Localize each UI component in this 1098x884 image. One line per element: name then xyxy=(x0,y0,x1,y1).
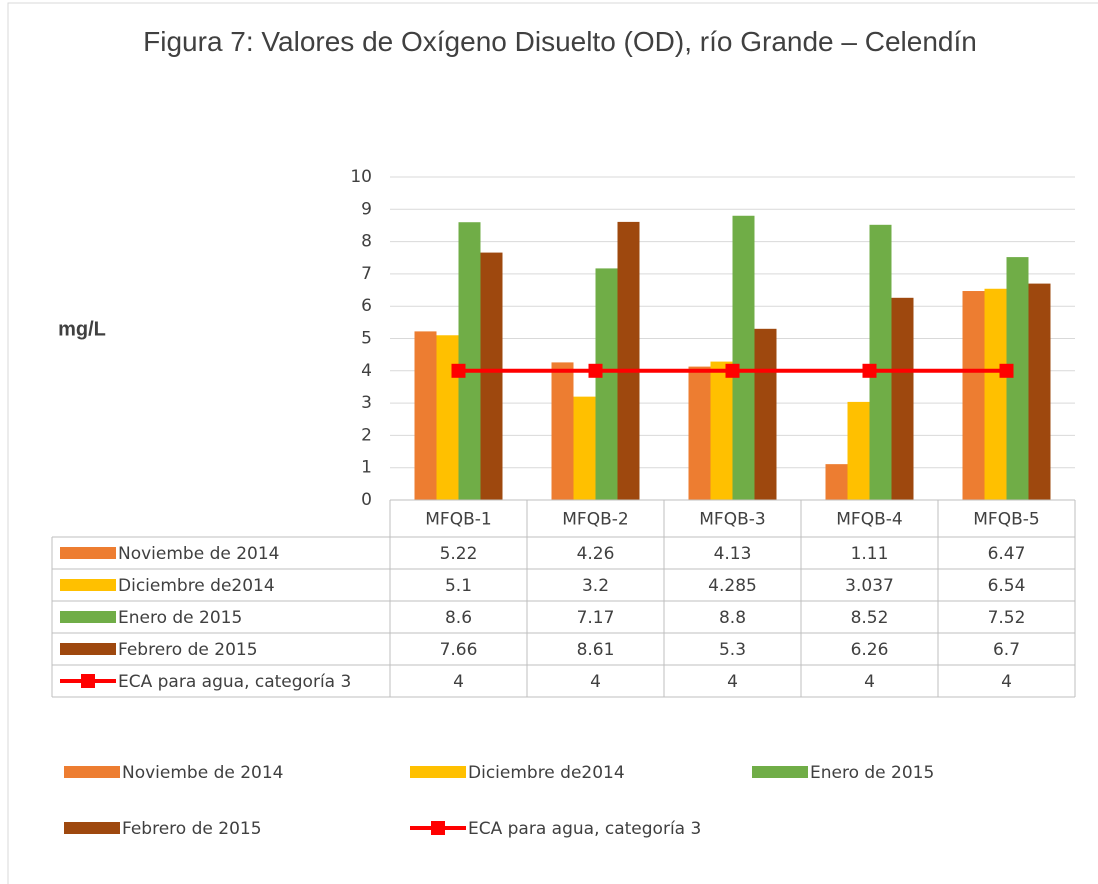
y-tick-label: 0 xyxy=(361,490,372,510)
chart-title: Figura 7: Valores de Oxígeno Disuelto (O… xyxy=(143,26,977,57)
table-row-label: Noviembe de 2014 xyxy=(118,544,280,564)
y-axis-label: mg/L xyxy=(58,318,106,340)
table-cell: 8.61 xyxy=(577,640,615,660)
legend-key xyxy=(410,766,466,778)
table-cell: 8.6 xyxy=(445,608,472,628)
x-tick-label: MFQB-5 xyxy=(973,510,1039,530)
table-cell: 4 xyxy=(727,672,738,692)
legend-label: Noviembe de 2014 xyxy=(122,763,284,783)
table-cell: 4 xyxy=(1001,672,1012,692)
bar xyxy=(984,288,1007,500)
y-tick-label: 7 xyxy=(361,264,372,284)
table-cell: 6.47 xyxy=(988,544,1026,564)
line-marker xyxy=(862,363,877,378)
legend-key xyxy=(64,766,120,778)
bar xyxy=(551,362,574,500)
chart-border xyxy=(7,2,1098,884)
table-cell: 4.13 xyxy=(714,544,752,564)
legend-label: ECA para agua, categoría 3 xyxy=(468,819,701,839)
legend-key xyxy=(81,674,95,688)
table-cell: 1.11 xyxy=(851,544,889,564)
x-tick-label: MFQB-2 xyxy=(562,510,628,530)
bar xyxy=(1006,257,1029,500)
table-row-label: ECA para agua, categoría 3 xyxy=(118,672,351,692)
legend-key xyxy=(60,611,116,623)
legend-label: Enero de 2015 xyxy=(810,763,934,783)
y-tick-label: 5 xyxy=(361,329,372,349)
x-tick-label: MFQB-4 xyxy=(836,510,902,530)
legend-key xyxy=(60,547,116,559)
bar xyxy=(754,328,777,500)
line-marker xyxy=(451,363,466,378)
bar xyxy=(891,297,914,500)
bar xyxy=(847,401,870,500)
bar xyxy=(595,268,618,500)
bar xyxy=(414,331,437,500)
legend-key xyxy=(64,822,120,834)
table-cell: 3.2 xyxy=(582,576,609,596)
legend-key xyxy=(752,766,808,778)
y-tick-label: 2 xyxy=(361,425,372,445)
line-marker xyxy=(999,363,1014,378)
x-tick-label: MFQB-3 xyxy=(699,510,765,530)
bar xyxy=(436,335,459,500)
y-tick-label: 9 xyxy=(361,199,372,219)
legend-key xyxy=(60,643,116,655)
bar xyxy=(1028,283,1051,500)
legend-key xyxy=(431,821,445,835)
table-cell: 4 xyxy=(864,672,875,692)
bar xyxy=(688,366,711,500)
table-row-label: Enero de 2015 xyxy=(118,608,242,628)
table-cell: 5.22 xyxy=(440,544,478,564)
table-cell: 8.52 xyxy=(851,608,889,628)
table-row-label: Febrero de 2015 xyxy=(118,640,258,660)
table-cell: 7.52 xyxy=(988,608,1026,628)
table-cell: 6.26 xyxy=(851,640,889,660)
table-cell: 7.17 xyxy=(577,608,615,628)
table-cell: 4 xyxy=(453,672,464,692)
table-cell: 3.037 xyxy=(845,576,894,596)
table-cell: 4.285 xyxy=(708,576,757,596)
bar xyxy=(458,222,481,500)
bar xyxy=(732,215,755,500)
table-cell: 7.66 xyxy=(440,640,478,660)
table-cell: 5.3 xyxy=(719,640,746,660)
table-cell: 4 xyxy=(590,672,601,692)
bar xyxy=(617,221,640,500)
line-marker xyxy=(725,363,740,378)
bar xyxy=(480,252,503,500)
legend-label: Diciembre de2014 xyxy=(468,763,625,783)
y-tick-label: 6 xyxy=(361,296,372,316)
bar xyxy=(710,361,733,500)
bar xyxy=(573,396,596,500)
table-cell: 6.54 xyxy=(988,576,1026,596)
table-cell: 6.7 xyxy=(993,640,1020,660)
table-cell: 8.8 xyxy=(719,608,746,628)
x-tick-label: MFQB-1 xyxy=(425,510,491,530)
table-row-label: Diciembre de2014 xyxy=(118,576,275,596)
table-cell: 4.26 xyxy=(577,544,615,564)
line-marker xyxy=(588,363,603,378)
bar xyxy=(962,291,985,500)
legend-key xyxy=(60,579,116,591)
y-tick-label: 10 xyxy=(350,167,372,187)
bar xyxy=(825,464,848,500)
legend-label: Febrero de 2015 xyxy=(122,819,262,839)
y-tick-label: 1 xyxy=(361,458,372,478)
table-cell: 5.1 xyxy=(445,576,472,596)
bar xyxy=(869,224,892,500)
y-tick-label: 3 xyxy=(361,393,372,413)
y-tick-label: 8 xyxy=(361,232,372,252)
y-tick-label: 4 xyxy=(361,361,372,381)
